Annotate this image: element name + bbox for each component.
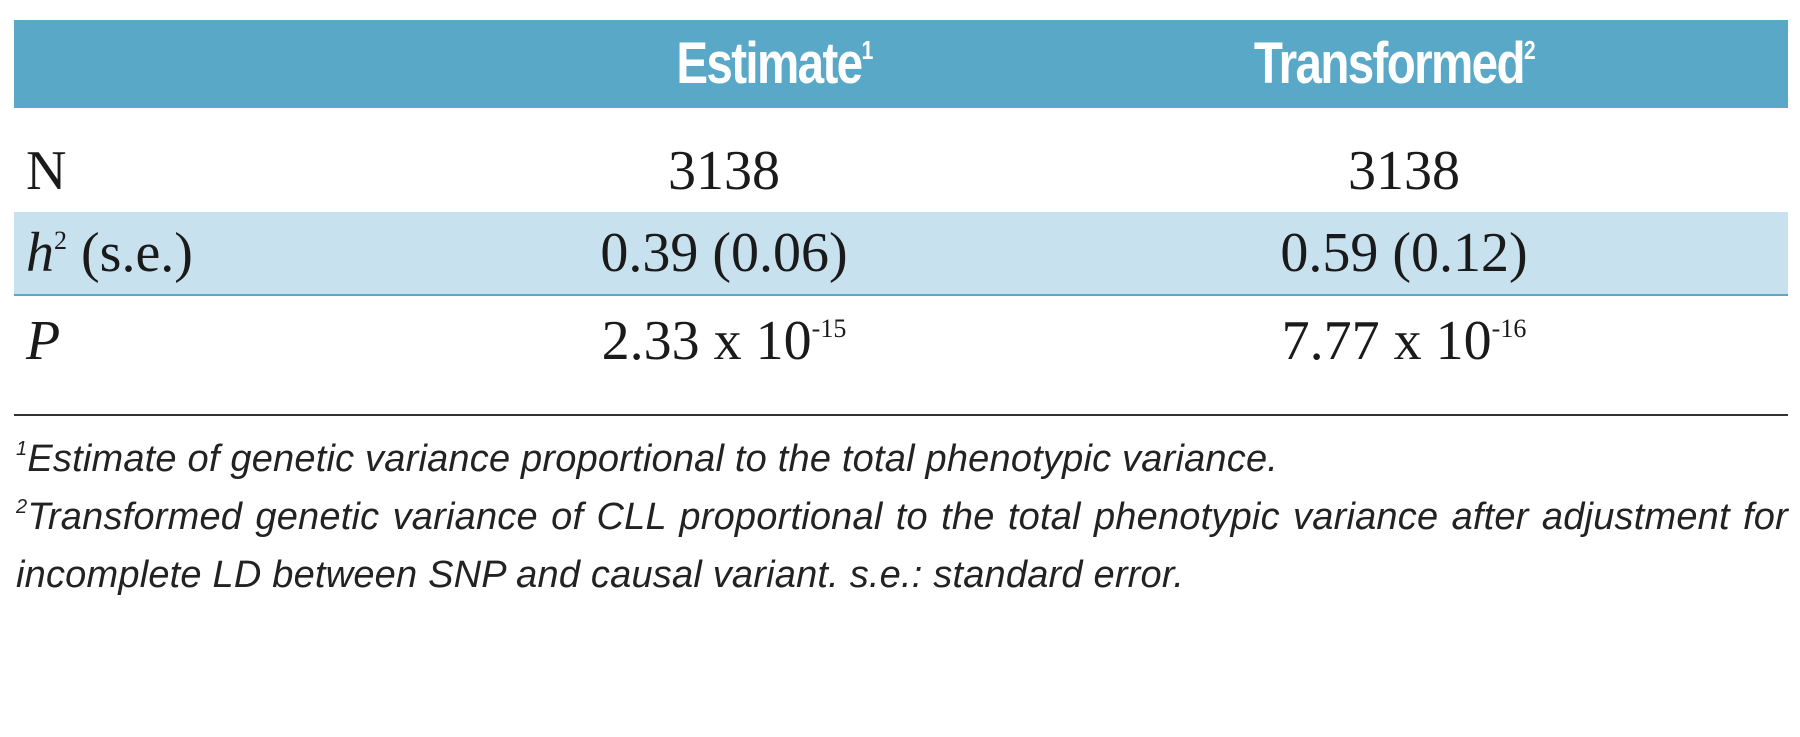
heritability-symbol: h — [26, 222, 54, 284]
footnote-1-text: Estimate of genetic variance proportiona… — [27, 438, 1279, 480]
table-bottom-rule — [14, 414, 1788, 416]
heritability-exponent: 2 — [54, 226, 67, 255]
cell-n-estimate: 3138 — [668, 140, 780, 202]
header-empty-cell — [55, 20, 424, 108]
cell-p-transformed: 7.77 x 10-16 — [1054, 300, 1754, 382]
row-label-heritability: h2 (s.e.) — [26, 212, 193, 294]
table-row-heritability: h2 (s.e.) 0.39 (0.06) 0.59 (0.12) — [14, 212, 1788, 296]
table-row-p: P 2.33 x 10-15 7.77 x 10-16 — [14, 300, 1788, 382]
header-transformed-label: Transformed — [1253, 31, 1526, 96]
footnote-2: 2Transformed genetic variance of CLL pro… — [16, 488, 1788, 604]
p-estimate-base: 2.33 x 10 — [601, 310, 812, 372]
heritability-se-label: (s.e.) — [67, 222, 193, 284]
table-header-row: Estimate1 Transformed2 — [14, 20, 1788, 108]
header-transformed: Transformed2 — [1140, 20, 1648, 108]
footnote-2-text: Transformed genetic variance of CLL prop… — [16, 496, 1788, 596]
p-transformed-exponent: -16 — [1491, 314, 1527, 343]
footnote-1-marker: 1 — [16, 438, 28, 460]
cell-p-estimate: 2.33 x 10-15 — [464, 300, 984, 382]
cell-n-transformed: 3138 — [1348, 140, 1460, 202]
header-estimate-label: Estimate — [676, 31, 863, 96]
p-transformed-base: 7.77 x 10 — [1281, 310, 1492, 372]
footnote-2-marker: 2 — [16, 496, 28, 518]
row-label-p: P — [26, 310, 61, 372]
p-estimate-exponent: -15 — [811, 314, 847, 343]
header-estimate: Estimate1 — [520, 20, 1028, 108]
row-label-n: N — [26, 140, 67, 202]
results-table: Estimate1 Transformed2 N 3138 3138 h2 (s… — [14, 20, 1788, 604]
table-footnotes: 1Estimate of genetic variance proportion… — [14, 430, 1788, 604]
cell-heritability-estimate: 0.39 (0.06) — [600, 222, 848, 284]
cell-heritability-transformed: 0.59 (0.12) — [1280, 222, 1528, 284]
footnote-1: 1Estimate of genetic variance proportion… — [16, 430, 1788, 488]
header-estimate-note-marker: 1 — [861, 35, 873, 65]
table-row-n: N 3138 3138 — [14, 130, 1788, 212]
header-transformed-note-marker: 2 — [1523, 35, 1536, 65]
